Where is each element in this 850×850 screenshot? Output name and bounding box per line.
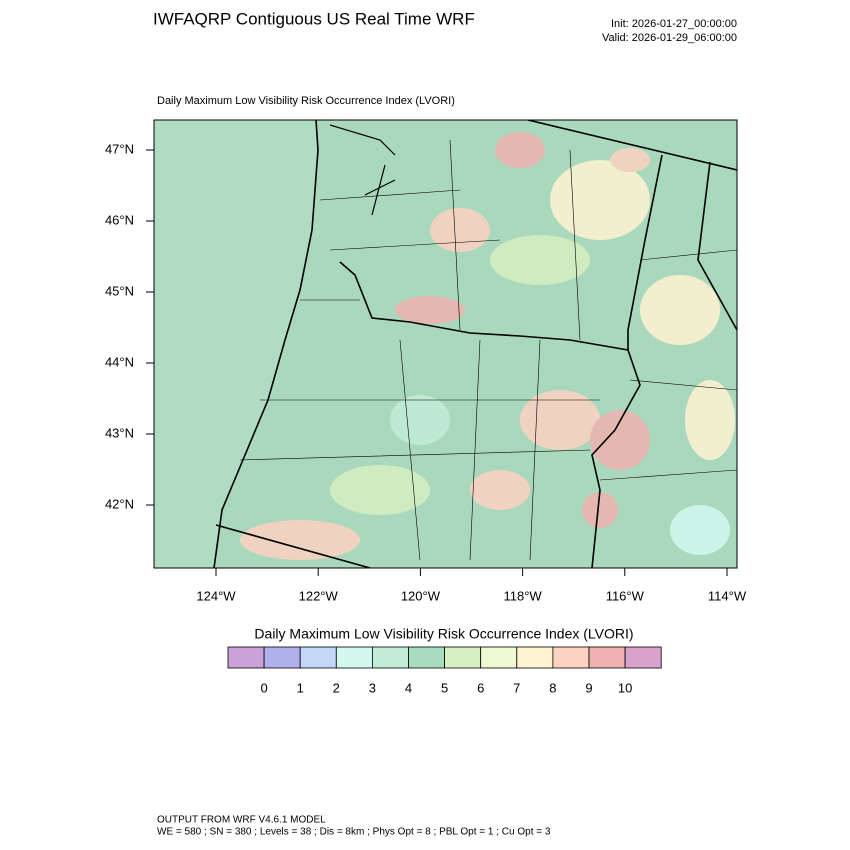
footer-line: OUTPUT FROM WRF V4.6.1 MODEL [157,815,326,826]
colorbar-box [624,646,662,669]
colorbar-box [444,646,482,669]
field-patches [240,132,735,560]
footer-line: WE = 580 ; SN = 380 ; Levels = 38 ; Dis … [157,827,551,838]
colorbar-label: 2 [333,680,340,695]
colorbar-label: 9 [585,680,592,695]
colorbar-label: 6 [477,680,484,695]
lat-labels: 47°N 46°N 45°N 44°N 43°N 42°N [105,141,154,511]
colorbar-box [263,646,301,669]
lat-label: 44°N [105,354,134,369]
lon-label: 124°W [196,588,236,603]
lat-label: 45°N [105,283,134,298]
colorbar-label: 10 [618,680,632,695]
init-time: Init: 2026-01-27_00:00:00 [611,18,737,30]
colorbar-label: 4 [405,680,412,695]
lat-label: 47°N [105,141,134,156]
colorbar-box [227,646,265,669]
colorbar-box [408,646,445,669]
lat-label: 42°N [105,496,134,511]
colorbar-label: 5 [441,680,448,695]
colorbar-label: 3 [369,680,376,695]
lon-labels: 124°W 122°W 120°W 118°W 116°W 114°W [196,568,747,603]
colorbar-label: 1 [297,680,304,695]
colorbar-box [552,646,590,669]
colorbar-label: 8 [549,680,556,695]
lon-label: 116°W [606,588,645,603]
title: IWFAQRP Contiguous US Real Time WRF [153,9,475,28]
colorbar: 0 1 2 3 4 5 6 7 8 9 10 [227,646,662,695]
colorbar-label: 7 [513,680,520,695]
lon-label: 122°W [299,588,339,603]
colorbar-box [480,646,518,669]
colorbar-box [335,646,373,669]
lon-label: 120°W [401,588,441,603]
map-title: Daily Maximum Low Visibility Risk Occurr… [157,95,455,107]
colorbar-box [299,646,337,669]
colorbar-box [371,646,409,669]
map [153,119,738,569]
lat-label: 46°N [105,212,134,227]
valid-time: Valid: 2026-01-29_06:00:00 [602,32,737,44]
map-frame [153,119,738,569]
colorbar-box [588,646,626,669]
colorbar-label: 0 [260,680,267,695]
lon-label: 118°W [503,588,542,603]
colorbar-title: Daily Maximum Low Visibility Risk Occurr… [254,626,633,642]
colorbar-box [516,646,554,669]
lat-label: 43°N [105,425,134,440]
lon-label: 114°W [708,588,747,603]
